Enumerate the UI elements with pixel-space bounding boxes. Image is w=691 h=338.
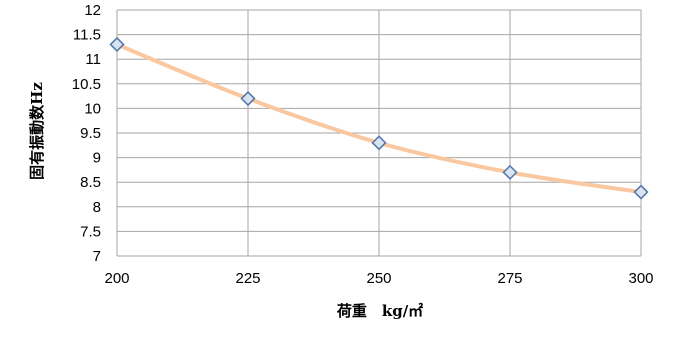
y-tick-label: 8.5 bbox=[80, 174, 101, 191]
y-tick-label: 9.5 bbox=[80, 125, 101, 142]
x-tick-label: 250 bbox=[366, 270, 391, 287]
tick-labels: 7 7.5 8 8.5 9 9.5 10 10.5 11 11.5 12 200 225 250 275 30… bbox=[72, 2, 654, 287]
x-tick-label: 275 bbox=[497, 270, 522, 287]
y-axis-title: 固有振動数Hz bbox=[28, 82, 46, 180]
series-layer bbox=[109, 36, 649, 200]
y-tick-label: 11.5 bbox=[73, 27, 101, 44]
x-tick-label: 300 bbox=[628, 270, 653, 287]
x-tick-label: 200 bbox=[104, 270, 129, 287]
y-tick-label: 7.5 bbox=[80, 223, 101, 240]
y-tick-label: 11 bbox=[85, 51, 101, 68]
gridlines bbox=[116, 9, 642, 257]
y-tick-label: 10.5 bbox=[72, 76, 101, 93]
data-point-marker bbox=[371, 135, 387, 151]
data-point-marker bbox=[502, 164, 518, 180]
x-tick-label: 225 bbox=[235, 270, 260, 287]
data-point-marker bbox=[109, 36, 125, 53]
data-point-marker bbox=[633, 184, 649, 200]
y-tick-label: 8 bbox=[93, 199, 101, 216]
data-point-marker bbox=[240, 90, 256, 107]
y-tick-label: 7 bbox=[93, 248, 101, 265]
y-tick-label: 12 bbox=[84, 2, 101, 19]
y-tick-label: 9 bbox=[93, 150, 101, 167]
y-tick-label: 10 bbox=[84, 100, 101, 117]
x-axis-title: 荷重 kg/㎡ bbox=[337, 302, 423, 320]
